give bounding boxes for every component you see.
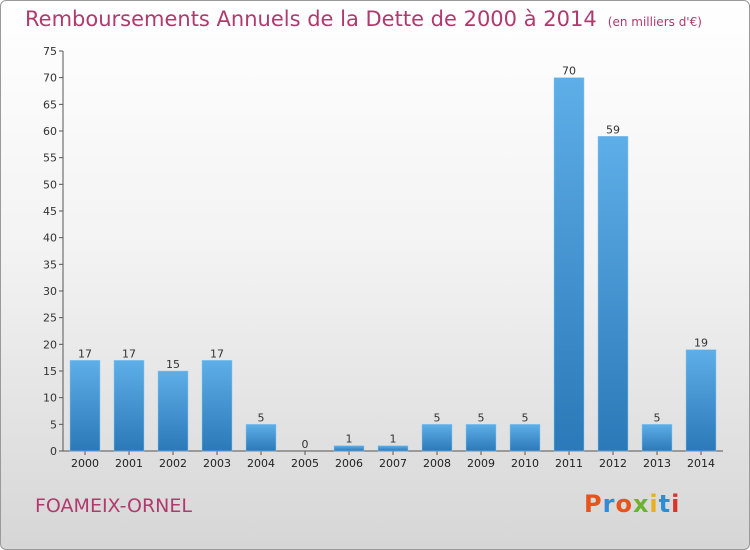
x-tick-label: 2013 [643,457,671,470]
logo-letter: P [584,490,603,518]
y-tick-label: 40 [43,232,57,245]
y-tick-label: 75 [43,45,57,58]
y-tick-label: 70 [43,72,57,85]
x-tick-label: 2001 [115,457,143,470]
value-label: 70 [562,65,576,78]
commune-name: FOAMEIX-ORNEL [35,495,192,517]
y-tick-label: 55 [43,152,57,165]
value-label: 1 [346,433,353,446]
bar [69,360,101,452]
y-tick-label: 5 [50,418,57,431]
value-label: 5 [258,411,265,424]
x-tick-label: 2010 [511,457,539,470]
value-label: 5 [522,411,529,424]
y-tick-label: 65 [43,98,57,111]
x-tick-label: 2009 [467,457,495,470]
logo-letter: r [602,490,616,518]
value-label: 5 [478,411,485,424]
y-tick-label: 0 [50,445,57,458]
bar [377,445,409,452]
value-label: 5 [654,411,661,424]
y-tick-label: 20 [43,338,57,351]
proxiti-logo: Proxiti [584,490,680,518]
logo-letter: x [632,490,650,518]
value-label: 19 [694,337,708,350]
bar [245,424,277,452]
y-tick-label: 50 [43,178,57,191]
x-tick-label: 2004 [247,457,275,470]
bar [509,424,541,452]
x-tick-label: 2000 [71,457,99,470]
value-label: 5 [434,411,441,424]
x-tick-label: 2007 [379,457,407,470]
y-tick-label: 10 [43,392,57,405]
y-tick-label: 30 [43,285,57,298]
chart-title-row: Remboursements Annuels de la Dette de 20… [25,7,702,31]
chart-unit: (en milliers d'€) [607,15,702,29]
y-tick-label: 60 [43,125,57,138]
x-tick-label: 2012 [599,457,627,470]
bar [157,370,189,452]
value-label: 1 [390,433,397,446]
y-tick-label: 35 [43,258,57,271]
logo-letter: i [671,490,681,518]
logo-letter: o [615,490,633,518]
x-tick-label: 2014 [687,457,715,470]
bar [113,360,145,452]
y-tick-label: 15 [43,365,57,378]
bar [641,424,673,452]
logo-letter: t [658,490,672,518]
x-tick-label: 2002 [159,457,187,470]
bar [333,445,365,452]
value-label: 59 [606,123,620,136]
chart-title: Remboursements Annuels de la Dette de 20… [25,7,597,31]
chart-bars [69,77,717,452]
bar [465,424,497,452]
value-label: 17 [122,347,136,360]
x-tick-label: 2006 [335,457,363,470]
bar [685,349,717,452]
y-tick-label: 45 [43,205,57,218]
bar [553,77,585,452]
value-label: 17 [78,347,92,360]
bar [421,424,453,452]
bar [201,360,233,452]
bar [597,136,629,452]
y-tick-label: 25 [43,312,57,325]
value-label: 15 [166,358,180,371]
x-tick-label: 2008 [423,457,451,470]
value-label: 17 [210,347,224,360]
x-tick-label: 2003 [203,457,231,470]
value-label: 0 [302,438,309,451]
logo-letter: i [649,490,659,518]
x-tick-label: 2011 [555,457,583,470]
x-tick-label: 2005 [291,457,319,470]
